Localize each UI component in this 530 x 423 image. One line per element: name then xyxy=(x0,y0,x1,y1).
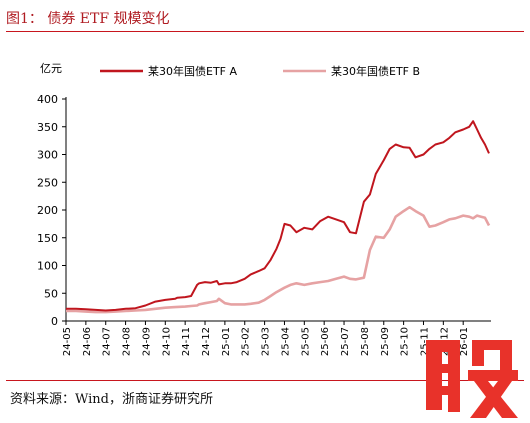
x-tick-label: 25-11 xyxy=(419,327,430,356)
legend-label-b: 某30年国债ETF B xyxy=(331,64,420,78)
legend-label-a: 某30年国债ETF A xyxy=(148,64,237,78)
y-tick-label: 200 xyxy=(37,204,58,217)
x-tick-label: 25-06 xyxy=(320,327,331,356)
y-tick-label: 50 xyxy=(44,287,58,300)
x-tick-label: 25-01 xyxy=(221,327,232,356)
x-tick-label: 25-04 xyxy=(280,327,291,356)
y-tick-label: 250 xyxy=(37,176,58,189)
figure-title: 图1： 债券 ETF 规模变化 xyxy=(6,11,170,27)
series-b-line xyxy=(66,205,491,314)
legend: 某30年国债ETF A 某30年国债ETF B xyxy=(100,64,420,78)
x-tick-label: 25-08 xyxy=(360,327,371,356)
x-tick-label: 25-02 xyxy=(241,327,252,356)
x-tick-label: 24-09 xyxy=(141,327,152,356)
y-tick-label: 150 xyxy=(37,232,58,245)
x-tick-label: 25-03 xyxy=(261,327,272,356)
x-tick-label: 26-01 xyxy=(459,327,470,356)
line-chart: 亿元 0 50 100 150 200 250 300 350 400 24-05 24-06 24-0… xyxy=(37,62,491,356)
source-note: 资料来源：Wind，浙商证券研究所 xyxy=(10,392,213,407)
axes: 亿元 0 50 100 150 200 250 300 350 400 24-05 24-06 24-0… xyxy=(37,62,491,356)
x-tick-label: 24-12 xyxy=(201,327,212,356)
y-tick-label: 100 xyxy=(37,260,58,273)
source-divider xyxy=(6,380,524,381)
watermark-glyph xyxy=(426,340,518,418)
x-tick-label: 24-11 xyxy=(181,327,192,356)
title-divider xyxy=(6,31,524,32)
y-tick-label: 0 xyxy=(51,315,58,328)
x-tick-label: 25-09 xyxy=(380,327,391,356)
series-a-line xyxy=(66,120,490,312)
x-tick-label: 24-05 xyxy=(62,327,73,356)
x-tick-label: 24-06 xyxy=(82,327,93,356)
y-tick-label: 350 xyxy=(37,121,58,134)
y-axis-unit-label: 亿元 xyxy=(40,62,62,75)
x-tick-label: 24-08 xyxy=(122,327,133,356)
y-tick-label: 400 xyxy=(37,93,58,106)
x-tick-label: 25-05 xyxy=(300,327,311,356)
x-tick-label: 25-10 xyxy=(400,327,411,356)
x-tick-label: 24-10 xyxy=(161,327,172,356)
series-layer xyxy=(66,120,491,314)
x-tick-label: 24-07 xyxy=(102,327,113,356)
stock-logo-watermark xyxy=(426,340,518,418)
y-tick-label: 300 xyxy=(37,149,58,162)
x-tick-label: 25-07 xyxy=(340,327,351,356)
